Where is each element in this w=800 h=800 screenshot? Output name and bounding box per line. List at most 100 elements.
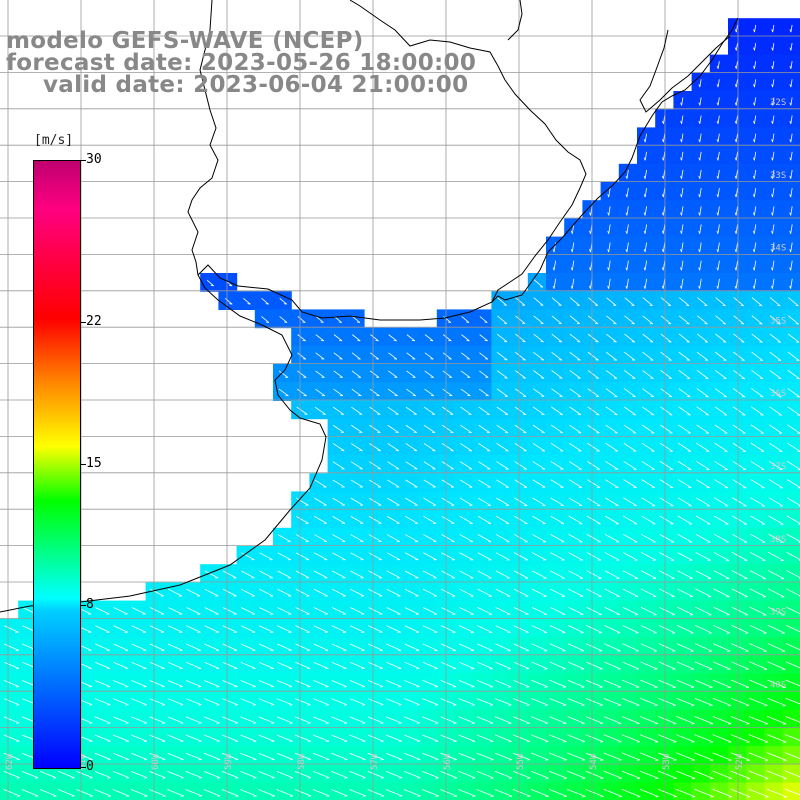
wind-arrow xyxy=(754,97,757,106)
wind-arrow xyxy=(753,206,757,216)
wind-arrow xyxy=(496,479,509,488)
wind-cell xyxy=(163,782,183,800)
wind-arrow xyxy=(349,643,365,651)
wind-arrow xyxy=(641,552,656,561)
wind-arrow xyxy=(768,570,785,580)
wind-arrow xyxy=(422,698,439,706)
wind-arrow xyxy=(440,643,456,651)
wind-arrow xyxy=(369,461,381,470)
wind-arrow xyxy=(622,606,639,616)
wind-cell xyxy=(782,327,800,347)
wind-arrow-head xyxy=(698,120,701,124)
wind-arrow xyxy=(772,260,775,271)
wind-arrow xyxy=(495,661,511,670)
wind-arrow xyxy=(459,479,473,488)
wind-arrow-head xyxy=(338,321,342,323)
wind-arrow xyxy=(185,752,202,760)
wind-arrow xyxy=(113,643,129,651)
wind-arrow-head xyxy=(698,194,701,198)
wind-arrow xyxy=(479,316,488,323)
wind-arrow xyxy=(754,133,757,143)
wind-arrow xyxy=(332,515,346,524)
wind-arrow xyxy=(681,188,684,198)
wind-arrow-head xyxy=(716,175,719,179)
wind-arrow-head xyxy=(643,249,646,253)
wind-arrow xyxy=(662,224,666,234)
wind-arrow-head xyxy=(661,285,664,289)
wind-arrow-head xyxy=(734,139,737,143)
wind-arrow xyxy=(605,424,618,434)
wind-arrow xyxy=(696,388,709,398)
wind-arrow xyxy=(681,169,684,179)
wind-arrow xyxy=(332,534,346,542)
wind-arrow-head xyxy=(771,285,773,289)
wind-arrow xyxy=(368,570,383,579)
wind-arrow xyxy=(495,625,511,633)
wind-arrow xyxy=(370,352,379,360)
wind-cell xyxy=(782,491,800,511)
wind-cell xyxy=(91,782,110,800)
wind-arrow xyxy=(660,351,672,361)
colorbar-tick-label: 15 xyxy=(86,455,102,471)
wind-arrow xyxy=(440,661,457,669)
wind-arrow xyxy=(259,588,274,597)
wind-arrow xyxy=(790,79,793,88)
wind-arrow xyxy=(623,497,638,507)
wind-arrow xyxy=(604,533,620,543)
wind-arrow xyxy=(241,588,255,597)
wind-arrow xyxy=(531,661,548,670)
wind-arrow xyxy=(495,570,510,579)
wind-arrow xyxy=(681,115,684,124)
wind-arrow xyxy=(567,734,585,743)
wind-arrow-head xyxy=(698,139,701,143)
wind-arrow-head xyxy=(540,322,544,325)
wind-arrow xyxy=(350,515,364,524)
wind-cell xyxy=(345,782,365,800)
wind-arrow xyxy=(369,388,380,397)
wind-arrow xyxy=(3,752,20,760)
valid-date: valid date: 2023-06-04 21:00:00 xyxy=(43,72,469,98)
wind-arrow-head xyxy=(753,84,755,88)
wind-arrow xyxy=(644,260,648,271)
colorbar-tick-label: 0 xyxy=(86,759,94,774)
wind-arrow xyxy=(659,442,673,452)
wind-arrow xyxy=(240,643,256,651)
wind-arrow xyxy=(295,661,311,669)
wind-arrow xyxy=(204,716,220,724)
wind-arrow xyxy=(295,607,310,615)
wind-arrow-head xyxy=(320,321,324,323)
wind-arrow xyxy=(715,297,726,307)
wind-arrow xyxy=(221,789,239,797)
wind-arrow xyxy=(423,570,437,579)
wind-cell xyxy=(673,782,693,800)
wind-arrow xyxy=(785,734,800,741)
wind-arrow xyxy=(149,643,165,651)
wind-arrow xyxy=(605,497,619,507)
wind-arrow xyxy=(751,297,763,307)
wind-arrow xyxy=(659,588,675,597)
wind-arrow xyxy=(551,351,563,361)
wind-arrow xyxy=(695,570,712,579)
wind-arrow xyxy=(515,333,526,343)
wind-arrow xyxy=(476,716,494,724)
wind-arrow xyxy=(495,534,510,543)
wind-arrow xyxy=(185,771,202,779)
wind-arrow xyxy=(240,680,256,687)
wind-arrow xyxy=(95,625,110,633)
wind-arrow xyxy=(479,370,489,378)
wind-arrow xyxy=(657,788,677,798)
wind-arrow xyxy=(622,643,639,652)
wind-arrow-head xyxy=(716,194,719,198)
wind-arrow xyxy=(206,279,214,287)
wind-arrow xyxy=(772,169,775,179)
wind-cell xyxy=(782,345,800,365)
wind-arrow xyxy=(204,680,220,687)
wind-arrow xyxy=(623,479,637,488)
wind-arrow-head xyxy=(716,65,719,69)
wind-arrow xyxy=(460,406,472,415)
wind-arrow xyxy=(531,588,547,597)
wind-arrow xyxy=(21,771,39,779)
wind-arrow xyxy=(550,515,565,525)
wind-arrow-head xyxy=(643,267,646,271)
wind-arrow xyxy=(258,643,274,651)
